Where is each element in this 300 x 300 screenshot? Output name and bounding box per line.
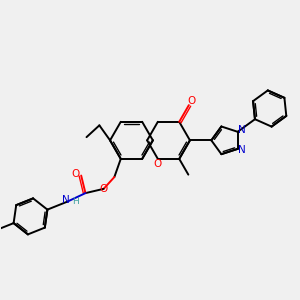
Text: O: O — [72, 169, 80, 179]
Text: O: O — [153, 159, 161, 169]
Text: N: N — [238, 125, 246, 135]
Text: O: O — [187, 96, 195, 106]
Text: O: O — [100, 184, 108, 194]
Text: N: N — [62, 195, 70, 205]
Text: H: H — [72, 197, 79, 206]
Text: N: N — [238, 146, 246, 155]
